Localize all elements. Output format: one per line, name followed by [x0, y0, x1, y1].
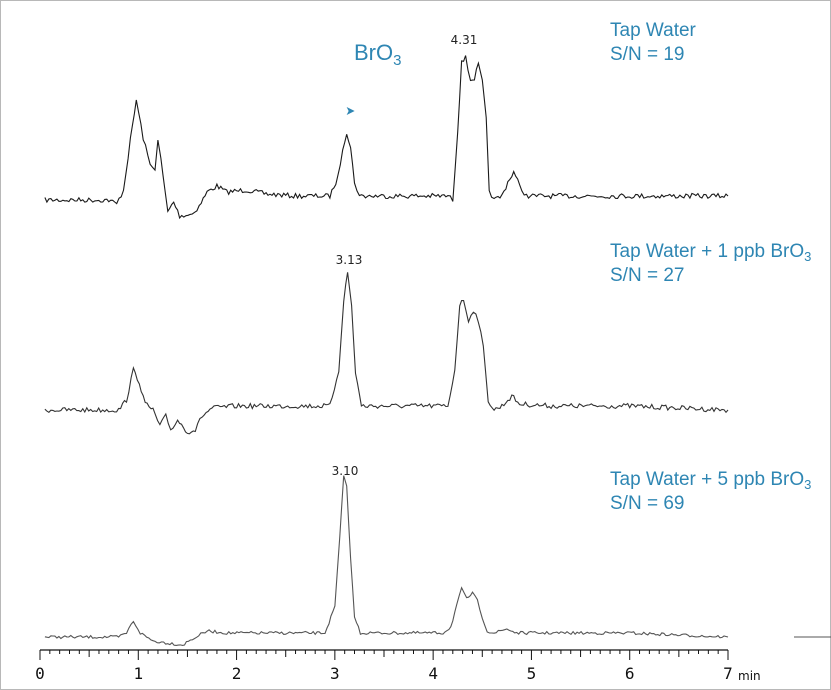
analyte-annotation: BrO3: [354, 40, 402, 69]
peak-label-5ppb: 3.10: [331, 464, 359, 478]
trace-line-1: [44, 272, 729, 435]
peak-label-tap-water: 4.31: [450, 33, 478, 47]
series-sn: S/N = 19: [610, 44, 685, 65]
series-label-5ppb: Tap Water + 5 ppb BrO3 S/N = 69: [610, 468, 811, 516]
series-name: Tap Water: [610, 20, 696, 41]
x-tick-label: 2: [231, 664, 242, 683]
trace-line-0: [44, 55, 729, 220]
series-name: Tap Water + 5 ppb BrO3: [610, 469, 812, 492]
x-tick-label: 6: [624, 664, 635, 683]
series-sn: S/N = 27: [610, 265, 685, 286]
x-tick-label: 0: [35, 664, 45, 683]
x-tick-label: 3: [330, 664, 340, 683]
x-tick-label: 5: [526, 664, 537, 683]
series-sn: S/N = 69: [610, 493, 685, 514]
series-label-1ppb: Tap Water + 1 ppb BrO3 S/N = 27: [610, 240, 811, 288]
x-axis-unit: min: [738, 669, 761, 683]
x-tick-label: 7: [723, 664, 733, 683]
traces-group: [44, 55, 729, 646]
series-label-tap-water: Tap Water S/N = 19: [610, 19, 696, 67]
bro3-peak-marker-icon: [346, 107, 355, 115]
trace-line-2: [44, 475, 729, 646]
series-name: Tap Water + 1 ppb BrO3: [610, 241, 812, 264]
x-tick-label: 4: [428, 664, 438, 683]
peak-label-1ppb: 3.13: [335, 253, 363, 267]
x-tick-label: 1: [133, 664, 144, 683]
x-axis: [39, 649, 729, 660]
